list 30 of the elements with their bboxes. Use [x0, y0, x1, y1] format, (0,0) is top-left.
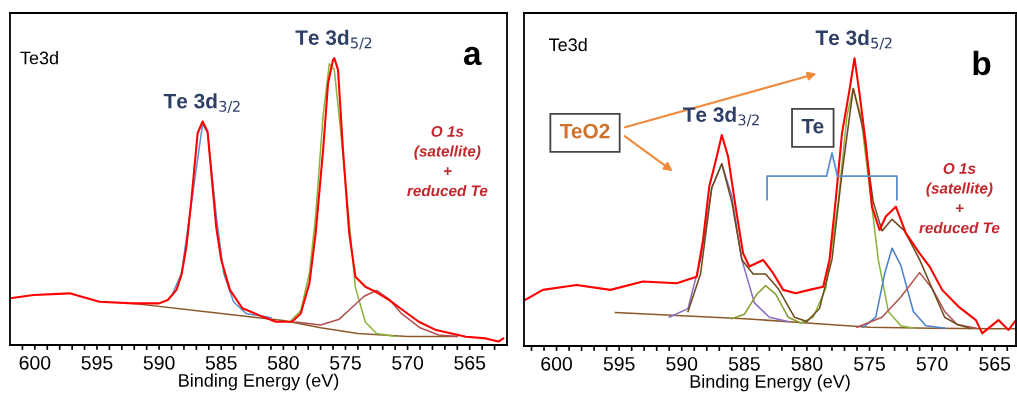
annotation: TeO2	[559, 123, 610, 139]
annotation: Te 3d$_{5/2}$	[295, 29, 372, 50]
x-tick-label: 600	[19, 355, 51, 370]
annotation: Te3d	[20, 51, 58, 65]
x-axis-title: Binding Energy (eV)	[179, 373, 339, 391]
x-tick-label: 570	[392, 355, 424, 370]
annotation: Te 3d$_{3/2}$	[682, 106, 759, 127]
x-tick-label: 575	[854, 357, 885, 371]
x-tick-label: 580	[267, 355, 299, 370]
x-axis-title: Binding Energy (eV)	[690, 374, 850, 392]
x-tick-label: 595	[81, 355, 113, 370]
x-tick-label: 585	[728, 356, 760, 371]
annotation: Te 3d$_{3/2}$	[163, 93, 240, 113]
x-tick-label: 565	[454, 355, 486, 370]
x-tick-label: 570	[916, 356, 948, 371]
annotation: Te 3d$_{5/2}$	[815, 29, 892, 50]
annotation: O 1s (satellite) + reduced Te	[407, 126, 488, 197]
annotation: b	[973, 50, 991, 76]
x-tick-label: 595	[603, 356, 635, 371]
annotation: Te	[801, 118, 824, 134]
x-tick-label: 575	[330, 356, 361, 370]
x-tick-label: 590	[143, 355, 175, 370]
annotation: a	[463, 46, 482, 66]
x-tick-label: 600	[541, 356, 573, 371]
text: Te3d	[549, 37, 587, 52]
x-tick-label: 580	[791, 356, 823, 371]
annotation: O 1s (satellite) + reduced Te	[919, 163, 1000, 234]
x-tick-label: 590	[666, 356, 698, 371]
x-tick-label: 565	[979, 356, 1011, 371]
x-tick-label: 585	[205, 355, 237, 370]
